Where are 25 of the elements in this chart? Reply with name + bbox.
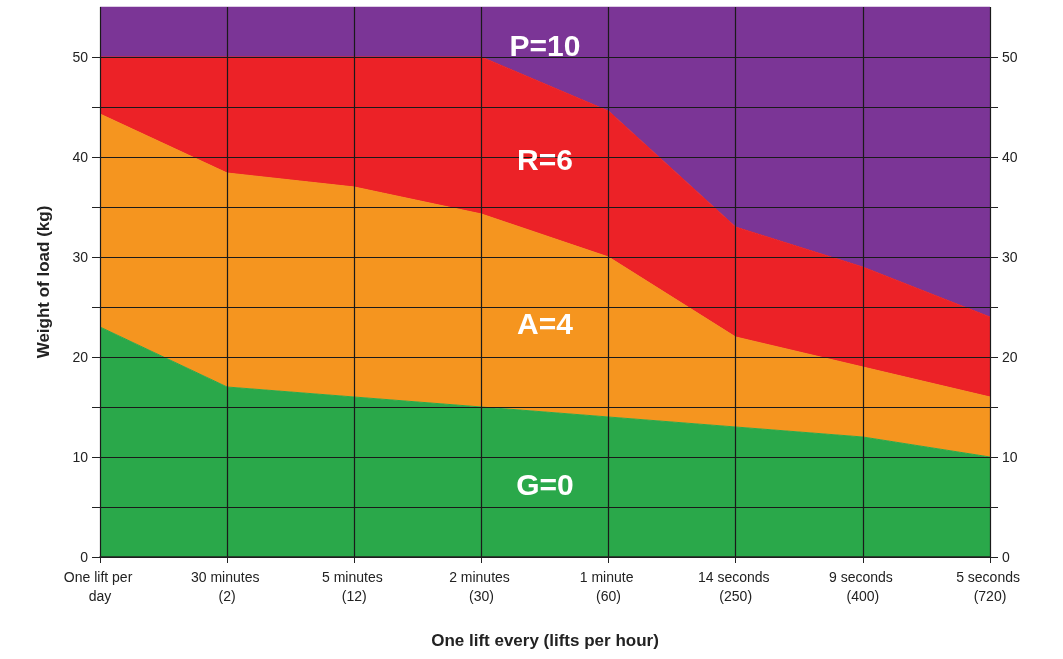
y-tick-label: 30 [72, 249, 89, 265]
y-tick-label: 10 [72, 449, 89, 465]
x-axis-title: One lift every (lifts per hour) [431, 631, 659, 650]
series-label: P=10 [509, 29, 581, 62]
x-tick-label: One lift per day [63, 568, 137, 604]
y-axis-title: Weight of load (kg) [34, 205, 53, 359]
y-tick-label: 50 [72, 49, 89, 65]
x-tick-label: 5 minutes (12) [321, 568, 387, 604]
y2-tick-label: 20 [1002, 349, 1018, 365]
x-tick-label: 2 minutes (30) [449, 568, 514, 604]
y-tick-label: 0 [80, 549, 89, 565]
series-label: A=4 [517, 307, 574, 341]
x-tick-label: 30 minutes (2) [190, 568, 264, 604]
y2-tick-label: 10 [1002, 449, 1018, 465]
y2-tick-label: 50 [1002, 49, 1018, 65]
series-label: G=0 [516, 468, 574, 501]
y-tick-label: 40 [72, 149, 89, 165]
y2-tick-label: 0 [1002, 549, 1010, 565]
x-tick-label: 9 seconds (400) [829, 568, 897, 604]
y2-tick-label: 40 [1002, 149, 1018, 165]
x-tick-label: 14 seconds (250) [697, 568, 774, 604]
x-tick-label: 1 minute (60) [579, 568, 638, 604]
y-tick-label: 20 [72, 349, 89, 365]
x-tick-label: 5 seconds (720) [956, 568, 1024, 604]
y2-tick-label: 30 [1002, 249, 1018, 265]
